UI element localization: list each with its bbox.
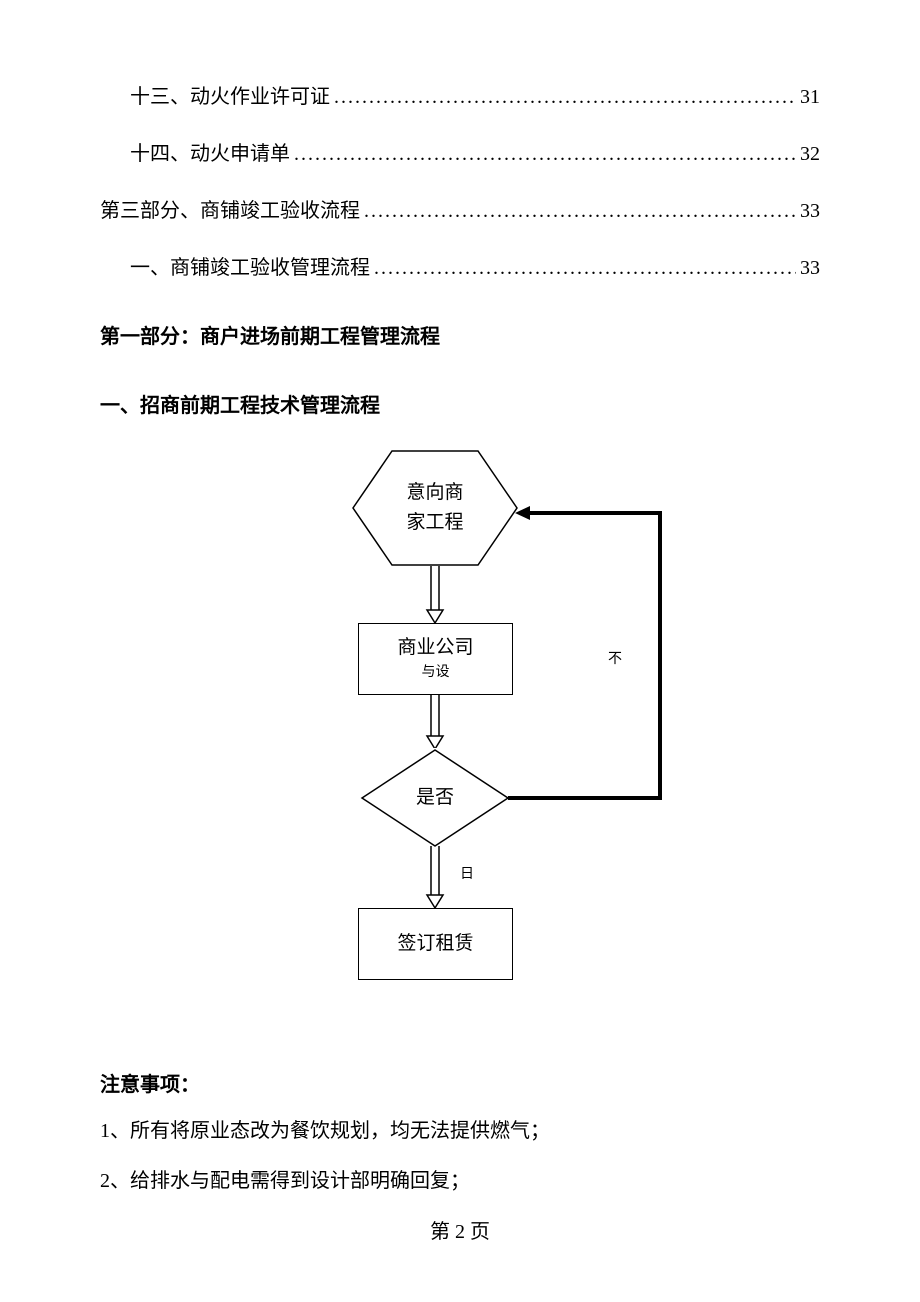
toc-page: 32 <box>800 143 820 166</box>
section-heading: 第一部分：商户进场前期工程管理流程 <box>100 320 820 349</box>
flow-node-start: 意向商 家工程 <box>350 448 520 568</box>
flow-edge-label-no: 不 <box>608 648 622 668</box>
toc-item: 第三部分、商铺竣工验收流程 33 <box>100 194 820 223</box>
flow-node-decision: 是否 <box>360 748 510 848</box>
flow-connector <box>425 695 445 751</box>
flow-node-label: 是否 <box>416 783 454 813</box>
toc-text: 第三部分、商铺竣工验收流程 <box>100 194 360 223</box>
flow-node-end: 签订租赁 <box>358 908 513 980</box>
toc-item: 十三、动火作业许可证 31 <box>100 80 820 109</box>
flow-edge-label-yes: 日 <box>460 863 474 883</box>
toc-page: 31 <box>800 86 820 109</box>
flow-connector <box>425 846 445 910</box>
toc-dots <box>294 143 796 166</box>
flow-connector-feedback <box>505 503 675 803</box>
toc-text: 一、商铺竣工验收管理流程 <box>130 251 370 280</box>
toc-page: 33 <box>800 257 820 280</box>
page-number: 第 2 页 <box>100 1215 820 1244</box>
toc-text: 十三、动火作业许可证 <box>130 80 330 109</box>
note-item: 1、所有将原业态改为餐饮规划，均无法提供燃气； <box>100 1115 820 1147</box>
toc-dots <box>364 200 796 223</box>
flowchart: 意向商 家工程 商业公司 与设 是否 日 签订租赁 <box>100 448 820 1008</box>
note-item: 2、给排水与配电需得到设计部明确回复； <box>100 1165 820 1197</box>
toc-page: 33 <box>800 200 820 223</box>
toc-item: 一、商铺竣工验收管理流程 33 <box>100 251 820 280</box>
flow-node-label: 意向商 家工程 <box>386 478 483 539</box>
flow-node-label: 签订租赁 <box>397 932 473 957</box>
toc-dots <box>334 86 796 109</box>
flow-node-process: 商业公司 与设 <box>358 623 513 695</box>
notes-heading: 注意事项： <box>100 1068 820 1097</box>
subsection-heading: 一、招商前期工程技术管理流程 <box>100 389 820 418</box>
flow-node-sublabel: 与设 <box>422 664 450 682</box>
toc-item: 十四、动火申请单 32 <box>100 137 820 166</box>
toc-text: 十四、动火申请单 <box>130 137 290 166</box>
flow-connector <box>425 566 445 626</box>
flow-node-label: 商业公司 <box>397 636 473 661</box>
toc-dots <box>374 257 796 280</box>
